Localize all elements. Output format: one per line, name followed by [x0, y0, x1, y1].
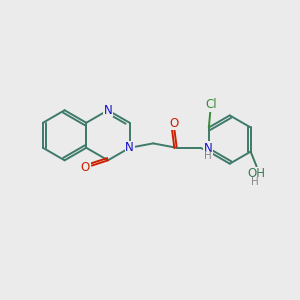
Text: OH: OH	[248, 167, 266, 180]
Text: N: N	[125, 141, 134, 154]
Text: O: O	[81, 160, 90, 174]
Text: N: N	[204, 142, 213, 155]
Text: Cl: Cl	[205, 98, 217, 111]
Text: H: H	[204, 151, 212, 161]
Text: O: O	[170, 117, 179, 130]
Text: N: N	[103, 104, 112, 117]
Text: H: H	[251, 177, 259, 187]
